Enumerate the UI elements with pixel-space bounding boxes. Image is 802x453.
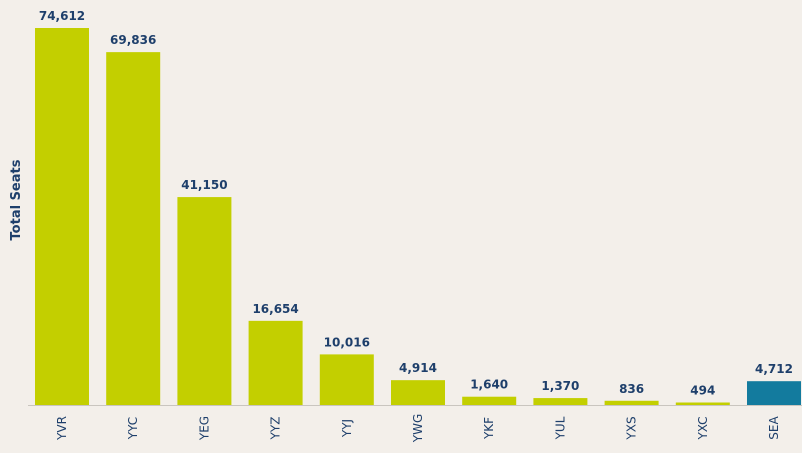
x-tick-label-yeg: YEG xyxy=(197,416,211,441)
bar-ywg xyxy=(391,380,445,405)
x-tick-label-yvr: YVR xyxy=(55,416,69,441)
bar-yxc xyxy=(675,402,730,405)
value-label-yyz: 16,654 xyxy=(252,302,298,316)
value-label-yxs: 836 xyxy=(619,382,644,396)
bar-yyj xyxy=(319,354,374,405)
bar-sea xyxy=(747,381,801,405)
value-label-yyc: 69,836 xyxy=(110,33,156,47)
x-tick-label-yxc: YXC xyxy=(696,416,710,440)
bar-yeg xyxy=(177,197,232,405)
value-label-yvr: 74,612 xyxy=(39,9,85,23)
x-tick-label-yyz: YYZ xyxy=(269,417,283,441)
value-labels-layer: 74,612 69,836 41,150 16,654 10,016 4,914 1,640… xyxy=(39,9,793,398)
x-tick-label-yyj: YYJ xyxy=(340,419,354,438)
x-tick-label-yul: YUL xyxy=(553,416,567,440)
y-axis-label: Total Seats xyxy=(9,159,24,240)
bar-ykf xyxy=(462,396,517,405)
bar-yyc xyxy=(106,52,161,405)
bar-yxs xyxy=(604,400,659,405)
x-tick-label-ykf: YKF xyxy=(482,417,496,440)
x-tick-label-sea: SEA xyxy=(767,416,781,440)
value-label-yxc: 494 xyxy=(690,384,715,398)
x-tick-label-ywg: YWG xyxy=(411,414,425,444)
x-tick-label-yxs: YXS xyxy=(625,416,639,440)
bar-yul xyxy=(533,398,588,405)
bar-yvr xyxy=(35,28,89,405)
value-label-ywg: 4,914 xyxy=(399,361,437,375)
value-label-yeg: 41,150 xyxy=(181,178,227,192)
value-label-yul: 1,370 xyxy=(541,379,579,393)
bar-yyz xyxy=(248,320,303,405)
value-label-ykf: 1,640 xyxy=(470,378,508,392)
x-tick-label-yyc: YYC xyxy=(126,417,140,440)
x-tick-labels-layer: YVR YYC YEG YYZ YYJ YWG YKF YUL YXS YXC SEA xyxy=(55,414,781,444)
value-label-sea: 4,712 xyxy=(755,362,793,376)
bars-layer xyxy=(35,28,801,405)
value-label-yyj: 10,016 xyxy=(324,335,370,349)
